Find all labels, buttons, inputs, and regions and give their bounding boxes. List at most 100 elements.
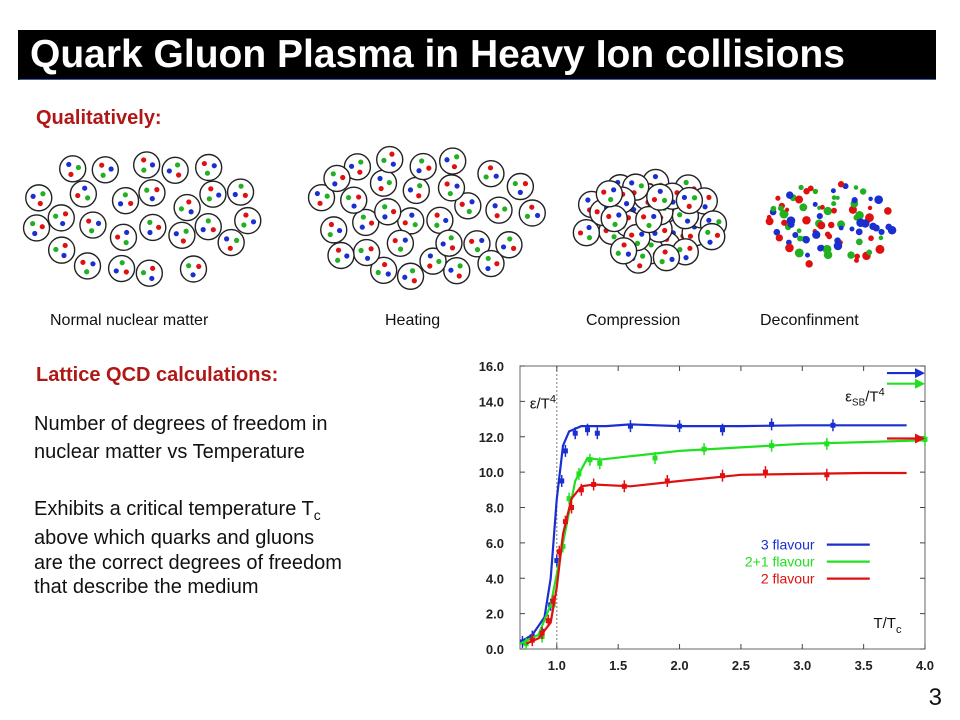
quark <box>39 224 45 230</box>
quark <box>382 214 388 220</box>
free-quark <box>833 241 843 251</box>
data-point <box>572 430 578 436</box>
y-tick-label: 10.0 <box>479 465 504 480</box>
free-quark <box>878 228 885 236</box>
nucleon <box>132 151 161 179</box>
quark <box>183 228 189 234</box>
quark <box>474 247 481 253</box>
nucleon <box>369 169 398 197</box>
quark <box>392 237 398 244</box>
free-quark <box>854 253 860 260</box>
quark <box>327 231 333 238</box>
free-quark <box>784 207 790 212</box>
quark <box>529 204 535 210</box>
quark <box>586 224 592 231</box>
nucleon <box>199 180 227 208</box>
free-quark <box>838 225 844 231</box>
quark <box>651 196 658 203</box>
x-tick-label: 3.5 <box>855 658 873 673</box>
nucleon <box>111 186 140 215</box>
quark <box>677 212 683 218</box>
quark <box>375 269 381 276</box>
quark <box>629 180 635 186</box>
nucleon <box>179 255 208 283</box>
quark <box>144 187 150 193</box>
free-quark <box>831 207 837 214</box>
data-point <box>627 423 633 429</box>
data-point <box>762 469 768 475</box>
nucleon <box>161 156 189 184</box>
quark <box>687 245 693 251</box>
nucleon <box>69 180 98 208</box>
free-quark <box>855 228 863 236</box>
free-quark <box>819 244 824 250</box>
nucleon <box>376 145 404 174</box>
quark <box>241 222 247 228</box>
nucleon <box>343 153 372 181</box>
free-quark <box>837 181 845 188</box>
free-quark <box>827 221 835 229</box>
quark <box>611 234 617 240</box>
quark <box>681 194 688 201</box>
quark <box>454 154 460 160</box>
critical-text-line-2: above which quarks and gluons <box>34 527 315 549</box>
data-point <box>539 630 545 636</box>
data-point <box>545 618 551 624</box>
nucleon <box>22 214 51 242</box>
nucleon <box>226 178 255 206</box>
quark <box>487 165 494 171</box>
quark <box>119 260 125 266</box>
quark <box>434 222 440 228</box>
x-tick-label: 1.5 <box>609 658 627 673</box>
sb-label-tail: /T <box>865 388 878 405</box>
quark <box>123 269 129 275</box>
quark <box>364 255 371 261</box>
nucleon <box>698 222 726 251</box>
free-quark <box>787 221 795 228</box>
lattice-qcd-heading: Lattice QCD calculations: <box>36 364 279 386</box>
dof-text-line-2: nuclear matter vs Temperature <box>34 441 305 463</box>
free-quark <box>775 234 783 242</box>
quark <box>416 193 422 199</box>
x-tick-label: 2.0 <box>671 658 689 673</box>
quark <box>66 161 72 168</box>
quark <box>407 187 414 193</box>
quark <box>638 183 644 189</box>
quark <box>368 220 375 226</box>
quark <box>434 212 440 218</box>
quark <box>634 240 641 246</box>
quark <box>62 211 69 217</box>
data-point <box>594 430 600 436</box>
quark <box>479 237 485 244</box>
quark <box>358 159 364 165</box>
nucleon <box>352 238 381 267</box>
nucleon <box>463 230 491 258</box>
quark <box>440 241 446 247</box>
data-point <box>587 457 593 463</box>
quark <box>684 218 691 224</box>
nucleon <box>485 196 513 224</box>
quark <box>390 161 396 167</box>
quark <box>340 174 346 181</box>
quark <box>623 201 630 207</box>
quark <box>625 251 631 257</box>
x-axis-label: T/Tc <box>873 615 902 636</box>
y-tick-label: 4.0 <box>486 571 504 586</box>
nucleon <box>173 193 201 222</box>
quark <box>351 203 357 209</box>
nucleon <box>47 204 75 232</box>
quark <box>90 261 96 267</box>
quark <box>84 269 90 275</box>
data-point <box>562 519 568 525</box>
quark <box>368 246 374 252</box>
title-bar: Quark Gluon Plasma in Heavy Ion collisio… <box>18 30 936 80</box>
data-point <box>554 558 560 564</box>
free-quark <box>824 231 831 238</box>
quark <box>124 229 130 236</box>
quark <box>344 253 350 259</box>
data-point <box>720 473 725 479</box>
quark <box>178 206 185 212</box>
nucleon <box>438 147 467 175</box>
free-quark <box>812 230 821 239</box>
x-tick-label: 2.5 <box>732 658 750 673</box>
